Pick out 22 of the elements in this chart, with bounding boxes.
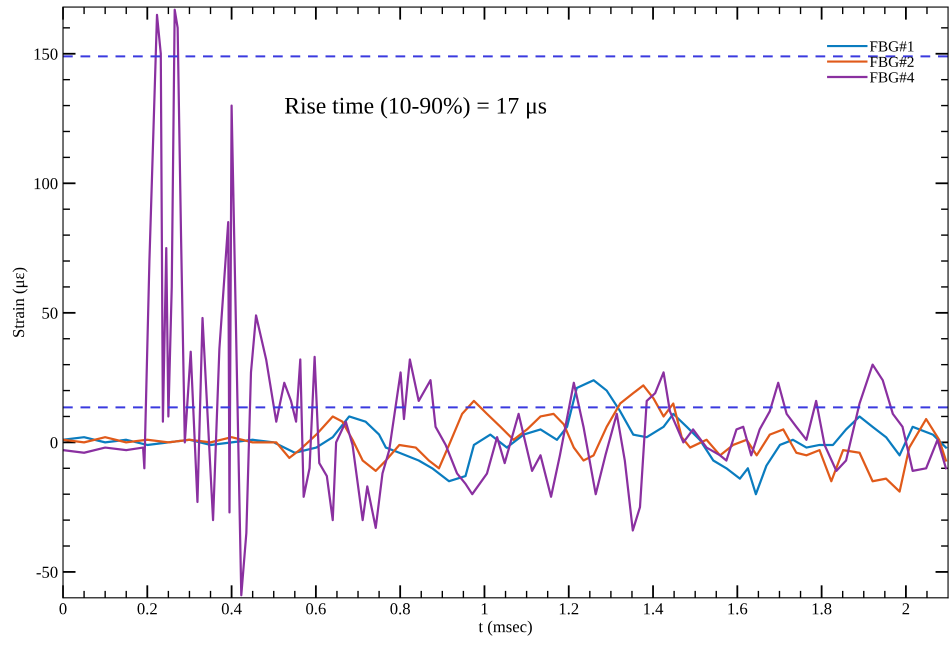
x-tick-label: 1.2	[560, 603, 578, 614]
y-tick-label: 100	[34, 178, 58, 190]
y-tick-label: 150	[34, 48, 58, 60]
legend-label: FBG#4	[870, 72, 914, 83]
x-tick-label: 0.8	[390, 603, 410, 614]
x-tick-label: 1.8	[812, 603, 832, 614]
x-tick-label: 0	[59, 603, 67, 614]
x-tick-label: 0.2	[138, 603, 157, 614]
y-tick-label: 50	[42, 308, 58, 319]
legend-label: FBG#2	[870, 56, 914, 68]
y-tick-label: 0	[50, 437, 58, 448]
y-axis-title: Strain (με)	[12, 268, 28, 337]
x-tick-label: 1.4	[644, 603, 664, 614]
x-tick-label: 1.6	[728, 603, 748, 614]
x-tick-label: 0.4	[222, 603, 242, 614]
legend-label: FBG#1	[870, 41, 914, 52]
x-tick-label: 0.6	[306, 603, 326, 614]
x-axis-title: t (msec)	[478, 620, 532, 636]
y-tick-label: -50	[36, 566, 58, 578]
x-tick-label: 1	[482, 603, 488, 614]
x-tick-label: 2	[902, 603, 910, 614]
annotation: Rise time (10-90%) = 17 μs	[284, 97, 546, 118]
